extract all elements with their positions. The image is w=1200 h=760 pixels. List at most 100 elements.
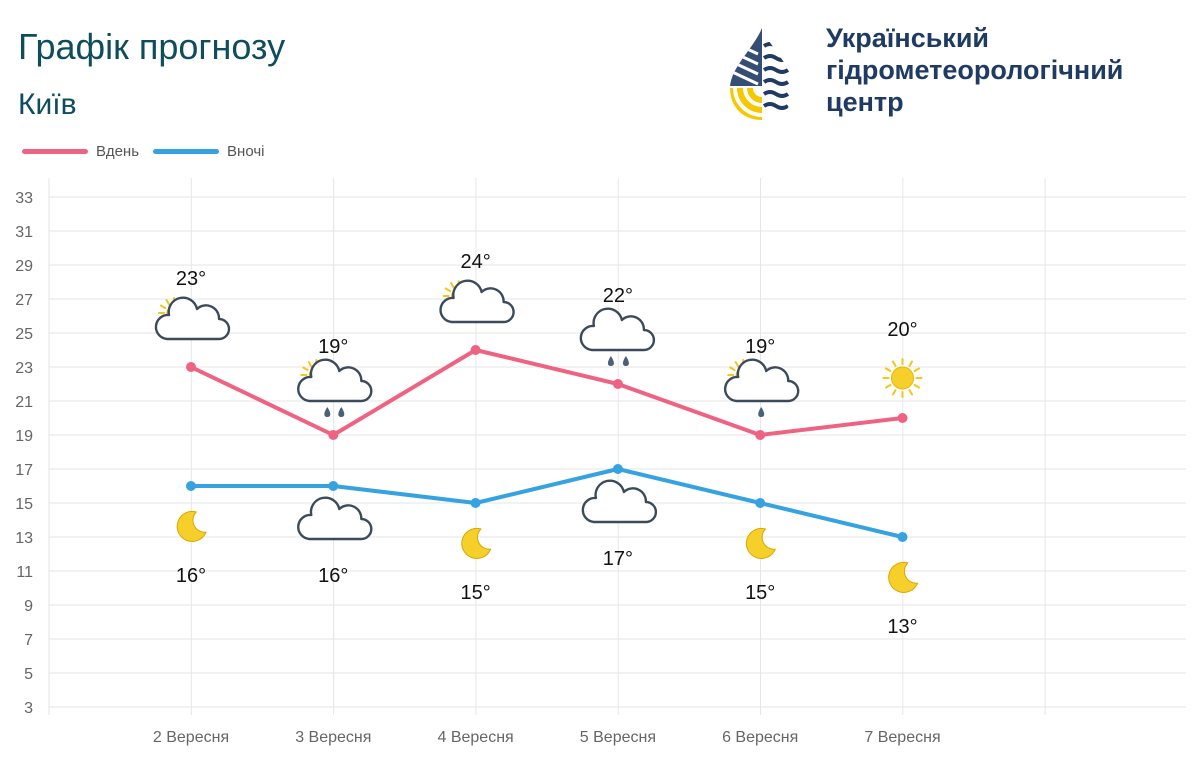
night-point[interactable] xyxy=(328,481,339,491)
sun-ray xyxy=(307,361,313,368)
moon-icon xyxy=(745,527,776,559)
day-temp-label: 19° xyxy=(318,336,348,358)
sun-icon xyxy=(882,358,923,398)
sun-ray xyxy=(165,299,170,306)
night-series-line xyxy=(191,467,903,539)
sun-cloud-icon xyxy=(439,279,515,324)
sun-ray xyxy=(885,384,892,389)
y-tick-label: 9 xyxy=(24,598,33,615)
sun-ray xyxy=(302,366,309,371)
night-point[interactable] xyxy=(612,464,623,474)
night-temp-label: 16° xyxy=(176,565,206,587)
legend-swatch-night xyxy=(153,149,220,154)
y-tick-label: 19 xyxy=(15,428,33,445)
sun-cloud-icon xyxy=(154,296,231,341)
y-tick-label: 31 xyxy=(15,224,33,241)
night-temp-label: 15° xyxy=(460,582,490,604)
sun-ray xyxy=(450,282,455,289)
day-temp-label: 24° xyxy=(460,251,490,273)
moon-shape xyxy=(888,561,919,593)
sun-ray xyxy=(734,361,740,368)
day-point[interactable] xyxy=(897,413,908,423)
moon-icon xyxy=(176,510,207,542)
cloud-shape xyxy=(439,279,515,324)
sun-ray xyxy=(908,360,913,367)
day-point[interactable] xyxy=(186,362,196,372)
legend-label-night: Вночі xyxy=(227,143,265,160)
x-tick-label: 6 Вересня xyxy=(722,729,798,746)
day-temp-label: 23° xyxy=(176,268,206,290)
cloud-shape xyxy=(724,358,800,403)
moon-shape xyxy=(745,527,776,559)
cloud-shape xyxy=(154,296,231,341)
night-point[interactable] xyxy=(470,498,481,508)
moon-shape xyxy=(176,510,207,542)
temperature-chart: 33 31 29 27 25 23 21 19 17 15 13 11 9 7 5 3 2 Вересня 3 В… xyxy=(15,178,1186,746)
night-temp-label: 15° xyxy=(745,582,775,604)
y-tick-label: 29 xyxy=(15,258,33,275)
sun-disc xyxy=(891,366,914,390)
moon-icon xyxy=(888,561,919,593)
y-tick-label: 21 xyxy=(15,394,33,411)
night-point[interactable] xyxy=(755,498,766,508)
chart-legend: Вдень Вночі xyxy=(22,143,278,160)
cloud-shape xyxy=(579,307,656,352)
sun-ray xyxy=(885,367,892,372)
x-tick-label: 4 Вересня xyxy=(437,729,513,746)
moon-icon xyxy=(461,527,492,559)
y-tick-label: 15 xyxy=(15,496,33,513)
y-tick-label: 5 xyxy=(24,666,33,683)
moon-cloud-icon xyxy=(297,496,373,541)
night-point[interactable] xyxy=(186,481,196,491)
day-point[interactable] xyxy=(612,379,623,389)
y-tick-label: 25 xyxy=(15,326,33,343)
x-tick-label: 3 Вересня xyxy=(295,729,371,746)
sun-ray xyxy=(892,389,897,396)
sun-ray xyxy=(908,389,913,396)
cloud-shape xyxy=(297,496,373,541)
y-tick-label: 7 xyxy=(24,632,33,649)
y-tick-label: 27 xyxy=(15,292,33,309)
legend-item-day[interactable]: Вдень xyxy=(22,143,139,160)
sun-ray xyxy=(444,287,451,292)
legend-item-night[interactable]: Вночі xyxy=(153,143,264,160)
rain-drop xyxy=(338,407,345,417)
x-tick-label: 7 Вересня xyxy=(864,729,940,746)
page-title: Графік прогнозу xyxy=(18,26,286,67)
rain-drop xyxy=(607,356,614,366)
cloud-rain-icon xyxy=(579,307,656,366)
day-point[interactable] xyxy=(755,430,766,440)
sun-ray xyxy=(160,304,167,309)
day-point[interactable] xyxy=(470,345,481,355)
sun-ray xyxy=(913,367,920,372)
day-temp-label: 20° xyxy=(887,319,917,341)
legend-swatch-day xyxy=(22,149,88,154)
y-tick-label: 23 xyxy=(15,360,33,377)
night-point[interactable] xyxy=(897,532,908,542)
night-temp-label: 16° xyxy=(318,565,348,587)
sun-cloud-rain-icon xyxy=(297,358,373,417)
rain-drop xyxy=(758,407,765,417)
legend-label-day: Вдень xyxy=(96,143,140,160)
y-tick-label: 13 xyxy=(15,530,33,547)
moon-cloud-icon xyxy=(581,479,658,524)
city-name: Київ xyxy=(18,88,77,121)
sun-cloud-light-rain-icon xyxy=(724,358,800,417)
x-tick-label: 2 Вересня xyxy=(153,729,229,746)
day-temp-label: 19° xyxy=(745,336,775,358)
moon-shape xyxy=(461,527,492,559)
y-tick-label: 3 xyxy=(24,700,33,717)
rain-drop xyxy=(622,356,629,366)
night-temp-label: 17° xyxy=(603,548,633,570)
night-temp-label: 13° xyxy=(887,616,917,638)
cloud-shape xyxy=(297,358,373,403)
x-tick-label: 5 Вересня xyxy=(580,729,656,746)
day-temp-label: 22° xyxy=(603,285,633,307)
rain-drop xyxy=(324,407,331,417)
org-logo-icon xyxy=(730,28,794,120)
day-point[interactable] xyxy=(328,430,339,440)
sun-ray xyxy=(729,366,736,371)
chart-grid xyxy=(48,178,1186,715)
y-tick-label: 33 xyxy=(15,190,33,207)
cloud-shape xyxy=(581,479,658,524)
